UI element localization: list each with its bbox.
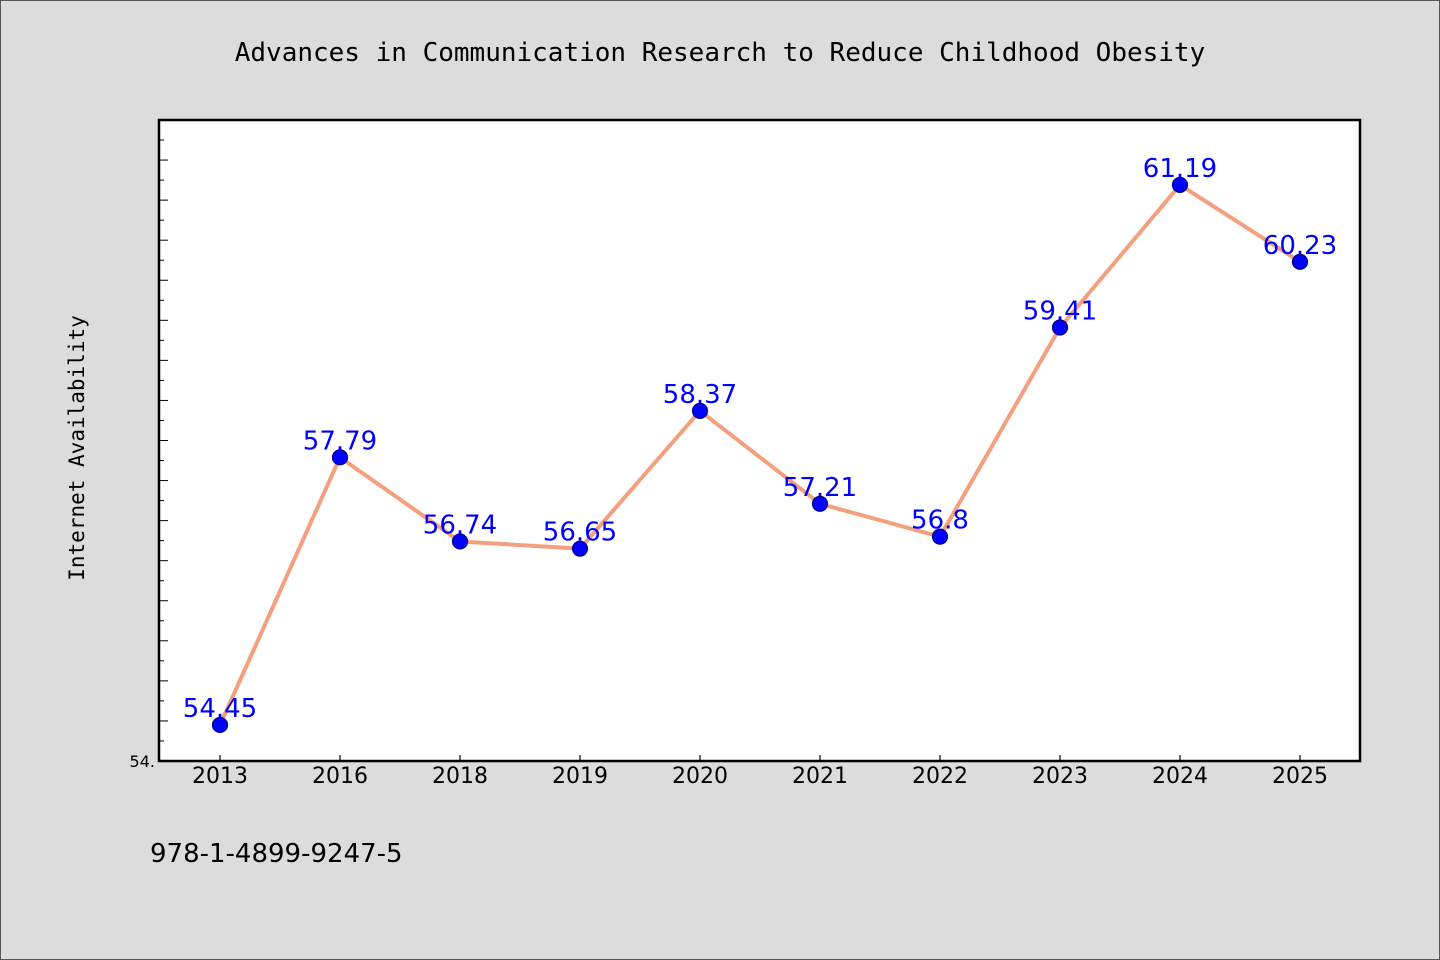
data-label: 59.41 [1023,297,1097,327]
chart-title: Advances in Communication Research to Re… [235,38,1206,68]
data-label: 57.21 [783,473,857,503]
data-point [691,402,709,419]
y-tick-label: 54. [130,752,155,771]
x-tick-label: 2020 [672,764,728,789]
x-tick-label: 2013 [192,764,248,789]
x-axis: 2013 2016 2018 2019 2020 2021 2022 2023 2024 2025 [192,755,1328,789]
y-axis: 54. [130,752,155,771]
data-point [1291,253,1309,270]
data-label: 58.37 [663,380,737,410]
plot-frame [157,118,1362,763]
data-point [811,495,829,512]
series-markers [211,176,1309,734]
data-label: 60.23 [1263,231,1337,261]
data-point [1171,176,1189,194]
plot-area [159,120,1360,761]
data-label: 56.74 [423,510,497,540]
x-tick-label: 2022 [912,764,968,789]
data-point [931,528,949,545]
data-point [1051,319,1069,336]
x-tick-label: 2025 [1272,764,1328,789]
data-point [211,716,229,734]
data-label: 56.65 [543,518,617,548]
x-tick-label: 2019 [552,764,608,789]
series-layer: 54.45 57.79 56.74 56.65 58.37 57.21 56.8 59.41 6… [183,154,1337,734]
series-line [218,182,1302,727]
data-point [451,533,469,550]
x-tick-label: 2023 [1032,764,1088,789]
y-axis-label: Internet Availability [65,315,89,581]
data-label: 57.79 [303,426,377,456]
data-labels: 54.45 57.79 56.74 56.65 58.37 57.21 56.8 59.41 6… [183,154,1337,724]
data-point [571,540,589,557]
x-tick-label: 2016 [312,764,368,789]
data-label: 56.8 [911,506,969,536]
data-label: 61.19 [1143,154,1217,184]
x-tick-label: 2021 [792,764,848,789]
isbn-text: 978-1-4899-9247-5 [150,839,403,869]
data-label: 54.45 [183,694,257,724]
x-tick-label: 2018 [432,764,488,789]
x-tick-label: 2024 [1152,764,1208,789]
data-point [331,449,349,466]
